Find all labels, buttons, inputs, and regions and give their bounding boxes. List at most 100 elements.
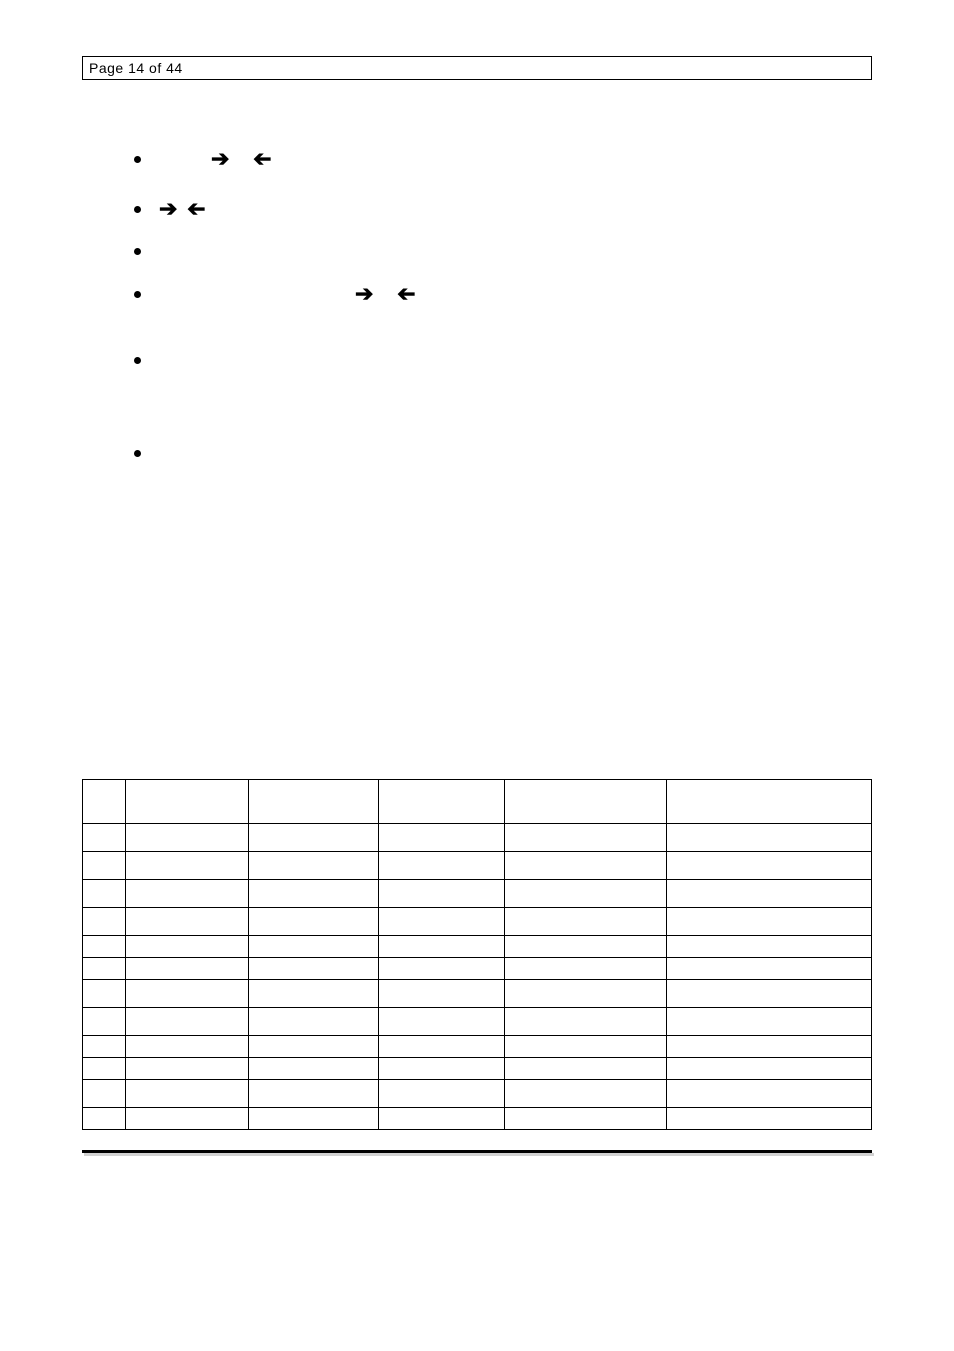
table-cell <box>248 780 378 824</box>
table-row <box>83 908 872 936</box>
table-cell <box>378 908 504 936</box>
bullet-item <box>134 357 872 364</box>
arrow-left-icon: ➔ <box>253 148 271 170</box>
bullet-dot-icon <box>134 248 141 255</box>
data-table <box>82 779 872 1130</box>
table-cell <box>83 852 126 880</box>
arrow-right-icon: ➔ <box>355 283 373 305</box>
table-cell <box>248 980 378 1008</box>
arrow-pair: ➔➔ <box>355 283 416 305</box>
table-cell <box>666 1058 871 1080</box>
bullet-list: ➔➔➔➔➔➔ <box>82 148 872 457</box>
bullet-item: ➔➔ <box>134 283 872 305</box>
table-cell <box>505 880 667 908</box>
table-cell <box>126 1058 248 1080</box>
table-cell <box>378 958 504 980</box>
arrow-right-icon: ➔ <box>159 198 177 220</box>
table-cell <box>378 852 504 880</box>
table-cell <box>378 1080 504 1108</box>
table-cell <box>666 1008 871 1036</box>
table-cell <box>666 852 871 880</box>
arrow-right-icon: ➔ <box>211 148 229 170</box>
arrow-pair: ➔➔ <box>159 198 206 220</box>
table-cell <box>248 1008 378 1036</box>
table-cell <box>505 958 667 980</box>
table-cell <box>505 936 667 958</box>
table-cell <box>505 1080 667 1108</box>
table-row <box>83 958 872 980</box>
table-cell <box>666 936 871 958</box>
bullet-dot-icon <box>134 156 141 163</box>
page: Page 14 of 44 ➔➔➔➔➔➔ <box>82 56 872 1153</box>
table-row <box>83 824 872 852</box>
table-cell <box>248 1036 378 1058</box>
bullet-dot-icon <box>134 357 141 364</box>
table-cell <box>378 1008 504 1036</box>
table-cell <box>378 1058 504 1080</box>
footer-rule <box>82 1150 872 1153</box>
table-cell <box>126 824 248 852</box>
table-cell <box>378 1108 504 1130</box>
table-cell <box>505 1058 667 1080</box>
table-cell <box>248 958 378 980</box>
page-header: Page 14 of 44 <box>82 56 872 80</box>
table-cell <box>666 1108 871 1130</box>
bullet-item <box>134 450 872 457</box>
table-cell <box>666 980 871 1008</box>
table-cell <box>248 1058 378 1080</box>
table-row <box>83 852 872 880</box>
table-cell <box>83 880 126 908</box>
bullet-item: ➔➔ <box>134 198 872 220</box>
table-cell <box>83 1058 126 1080</box>
table-cell <box>248 852 378 880</box>
table-cell <box>248 824 378 852</box>
table-cell <box>378 1036 504 1058</box>
table-cell <box>83 780 126 824</box>
table-cell <box>126 1036 248 1058</box>
bullet-dot-icon <box>134 291 141 298</box>
arrow-left-icon: ➔ <box>397 283 415 305</box>
table-cell <box>666 824 871 852</box>
table-cell <box>378 936 504 958</box>
arrow-left-icon: ➔ <box>187 198 205 220</box>
table-cell <box>666 1036 871 1058</box>
table-cell <box>248 880 378 908</box>
table-cell <box>505 1008 667 1036</box>
table-cell <box>378 880 504 908</box>
bullet-item <box>134 248 872 255</box>
table-cell <box>248 908 378 936</box>
table-cell <box>83 908 126 936</box>
page-number-text: Page 14 of 44 <box>89 60 183 76</box>
table-cell <box>126 1108 248 1130</box>
table-cell <box>248 1108 378 1130</box>
table-cell <box>83 980 126 1008</box>
table-cell <box>378 980 504 1008</box>
table-row <box>83 1058 872 1080</box>
table-cell <box>126 980 248 1008</box>
table-row <box>83 980 872 1008</box>
table-container <box>82 779 872 1130</box>
table-cell <box>505 908 667 936</box>
table-row <box>83 1036 872 1058</box>
table-cell <box>666 1080 871 1108</box>
table-cell <box>505 980 667 1008</box>
table-cell <box>83 958 126 980</box>
table-cell <box>83 1108 126 1130</box>
table-cell <box>126 1008 248 1036</box>
table-cell <box>83 1036 126 1058</box>
table-cell <box>505 1108 667 1130</box>
table-cell <box>126 958 248 980</box>
table-row <box>83 780 872 824</box>
table-row <box>83 880 872 908</box>
table-cell <box>505 1036 667 1058</box>
table-cell <box>666 958 871 980</box>
table-cell <box>126 852 248 880</box>
table-cell <box>126 1080 248 1108</box>
table-cell <box>248 1080 378 1108</box>
table-cell <box>126 936 248 958</box>
table-cell <box>126 880 248 908</box>
table-cell <box>126 780 248 824</box>
table-cell <box>83 824 126 852</box>
table-cell <box>83 1008 126 1036</box>
table-cell <box>505 824 667 852</box>
